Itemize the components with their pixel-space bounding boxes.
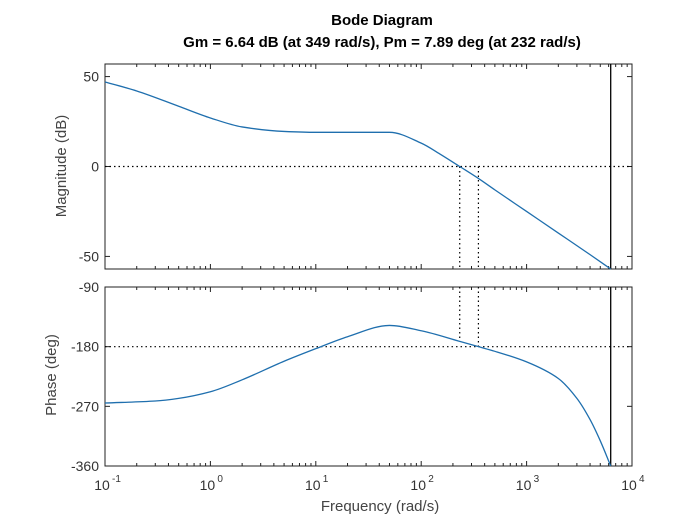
x-tick-label: 10 (94, 477, 110, 493)
magnitude-frame (104, 63, 633, 270)
x-tick-exponent: 0 (217, 474, 223, 485)
x-axis-label: Frequency (rad/s) (321, 498, 439, 515)
x-tick-label: 10 (305, 477, 321, 493)
magnitude-axis-label: Magnitude (dB) (53, 115, 70, 218)
phase-y-tick-label: -360 (71, 458, 99, 474)
phase-curve (104, 324, 612, 467)
magnitude-y-tick-label: 50 (83, 69, 99, 85)
magnitude-y-tick-label: -50 (79, 248, 99, 264)
x-tick-exponent: 3 (534, 474, 540, 485)
phase-axis-label: Phase (deg) (43, 334, 60, 416)
magnitude-y-tick-label: 0 (91, 159, 99, 175)
phase-y-tick-label: -180 (71, 339, 99, 355)
x-tick-exponent: 2 (428, 474, 434, 485)
chart-subtitle: Gm = 6.64 dB (at 349 rad/s), Pm = 7.89 d… (183, 34, 581, 51)
x-tick-label: 10 (200, 477, 216, 493)
magnitude-curve (104, 81, 612, 270)
x-tick-label: 10 (410, 477, 426, 493)
phase-y-tick-label: -90 (79, 279, 99, 295)
chart-title: Bode Diagram (331, 12, 433, 29)
x-tick-label: 10 (621, 477, 637, 493)
x-tick-exponent: -1 (112, 474, 121, 485)
phase-frame (104, 286, 633, 467)
x-tick-exponent: 4 (639, 474, 645, 485)
x-tick-exponent: 1 (323, 474, 329, 485)
magnitude-panel: 50 0 -50 (79, 63, 633, 270)
phase-y-tick-label: -270 (71, 398, 99, 414)
x-tick-label: 10 (516, 477, 532, 493)
